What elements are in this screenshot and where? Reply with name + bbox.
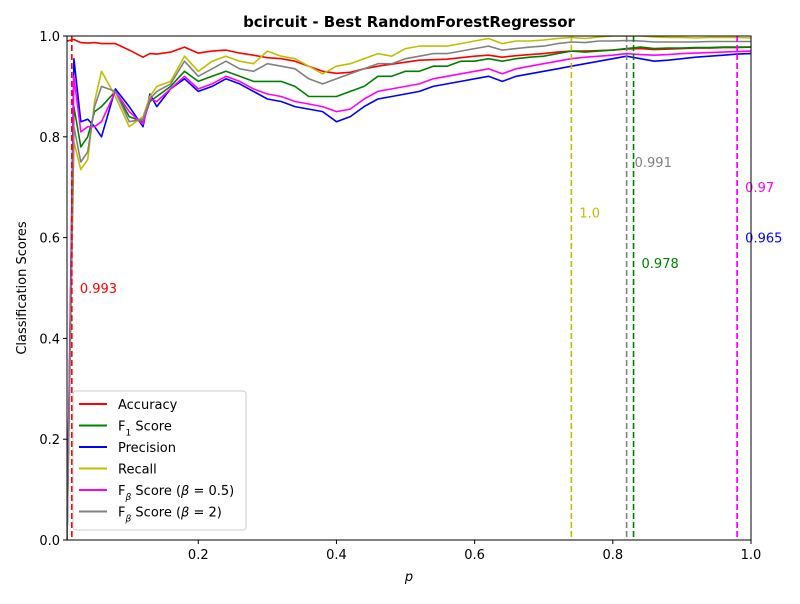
x-axis-label: p	[404, 570, 413, 585]
legend-label-3: Recall	[118, 463, 157, 478]
y-tick-label-1: 0.2	[39, 433, 60, 448]
legend-label-1: F1 Score	[118, 420, 172, 439]
x-tick-label-2: 0.6	[464, 548, 485, 563]
best-score-annotation-5: 0.97	[745, 181, 774, 196]
legend-label-4: Fβ Score (β = 0.5)	[118, 484, 234, 503]
axes-frame	[66, 35, 752, 541]
legend-label-5: Fβ Score (β = 2)	[118, 506, 222, 525]
chart-title: bcircuit - Best RandomForestRegressor	[243, 13, 575, 31]
best-score-annotation-2: 0.991	[635, 156, 672, 171]
best-score-annotation-3: 0.978	[642, 257, 679, 272]
best-score-annotation-1: 1.0	[579, 206, 600, 221]
y-axis-label: Classification Scores	[15, 221, 30, 355]
x-tick-label-0: 0.2	[188, 548, 209, 563]
legend: Accuracy F1 Score Precision Recall Fβ Score …	[72, 390, 247, 531]
legend-box	[72, 390, 247, 531]
best-score-annotation-4: 0.965	[745, 232, 782, 247]
series-line-3	[67, 36, 751, 540]
legend-label-0: Accuracy	[118, 398, 178, 413]
x-tick-label-4: 1.0	[741, 548, 762, 563]
y-tick-label-5: 1.0	[39, 30, 60, 45]
legend-label-2: Precision	[118, 441, 176, 456]
y-tick-label-0: 0.0	[39, 534, 60, 549]
y-tick-label-3: 0.6	[39, 232, 60, 247]
y-tick-label-4: 0.8	[39, 131, 60, 146]
x-tick-label-1: 0.4	[326, 548, 347, 563]
y-tick-label-2: 0.4	[39, 332, 60, 347]
plot-area: 0.993 1.0 0.991 0.978 0.965 0.97 0.2 0.4 0.6 0.8 1…	[39, 30, 782, 563]
best-score-annotation-0: 0.993	[80, 282, 117, 297]
series-line-5	[67, 39, 751, 540]
x-tick-label-3: 0.8	[602, 548, 623, 563]
series-group	[67, 36, 751, 540]
